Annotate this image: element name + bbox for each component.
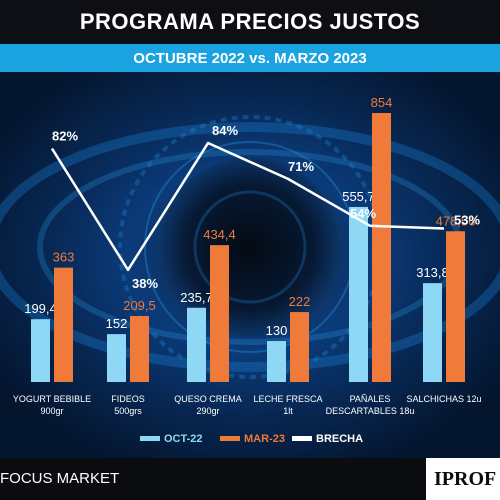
page-title: PROGRAMA PRECIOS JUSTOS bbox=[79, 9, 421, 34]
legend-brecha-label: BRECHA bbox=[316, 433, 363, 445]
category-label: QUESO CREMA bbox=[174, 394, 242, 404]
bar-mar23 bbox=[446, 231, 465, 382]
bar-oct22 bbox=[31, 319, 50, 382]
value-label-mar23: 434,4 bbox=[203, 227, 236, 242]
value-label-oct22: 199,4 bbox=[24, 301, 57, 316]
bar-oct22 bbox=[187, 307, 206, 382]
bar-mar23 bbox=[130, 316, 149, 382]
brecha-label: 82% bbox=[52, 129, 78, 144]
value-label-oct22: 130 bbox=[266, 323, 288, 338]
page-subtitle: OCTUBRE 2022 vs. MARZO 2023 bbox=[133, 49, 367, 67]
value-label-mar23: 222 bbox=[289, 294, 311, 309]
brecha-label: 54% bbox=[350, 206, 376, 221]
legend-brecha-swatch bbox=[292, 436, 312, 441]
value-label-oct22: 235,7 bbox=[180, 290, 213, 305]
eye-background bbox=[0, 72, 500, 458]
legend-mar23-label: MAR-23 bbox=[244, 433, 285, 445]
category-label: DESCARTABLES 18u bbox=[326, 406, 415, 416]
category-label: LECHE FRESCA bbox=[253, 394, 322, 404]
bar-mar23 bbox=[372, 112, 391, 383]
brecha-label: 38% bbox=[132, 276, 158, 291]
category-label: 500grs bbox=[114, 406, 142, 416]
value-label-mar23: 854 bbox=[371, 95, 393, 110]
category-label: YOGURT BEBIBLE bbox=[13, 394, 91, 404]
brand-logo: IPROF bbox=[426, 458, 500, 500]
title-bar: PROGRAMA PRECIOS JUSTOS bbox=[0, 0, 500, 44]
brecha-label: 53% bbox=[454, 213, 480, 228]
value-label-mar23: 363 bbox=[53, 250, 75, 265]
value-label-oct22: 313,8 bbox=[416, 265, 449, 280]
chart-area: 199,4 363 YOGURT BEBIBLE 900gr 152 209,5 FIDEO… bbox=[0, 72, 500, 458]
value-label-oct22: 152 bbox=[106, 316, 128, 331]
category-label: 900gr bbox=[40, 406, 63, 416]
source-label: FOCUS MARKET bbox=[0, 470, 120, 487]
category-label: 1lt bbox=[283, 406, 293, 416]
category-label: SALCHICHAS 12u bbox=[406, 394, 481, 404]
brecha-label: 71% bbox=[288, 159, 314, 174]
value-label-oct22: 555,7 bbox=[342, 189, 375, 204]
legend-oct22-label: OCT-22 bbox=[164, 433, 203, 445]
category-label: 290gr bbox=[196, 406, 219, 416]
bar-mar23 bbox=[290, 312, 309, 382]
value-label-mar23: 209,5 bbox=[123, 298, 156, 313]
footer: FOCUS MARKET IPROF bbox=[0, 458, 500, 500]
brand-text: IPROF bbox=[434, 467, 497, 490]
legend-mar23-swatch bbox=[220, 436, 240, 441]
legend-oct22-swatch bbox=[140, 436, 160, 441]
chart-plot: 199,4 363 YOGURT BEBIBLE 900gr 152 209,5 FIDEO… bbox=[13, 95, 482, 445]
bar-oct22 bbox=[423, 283, 442, 382]
category-label: PAÑALES bbox=[350, 394, 391, 404]
bar-oct22 bbox=[349, 206, 368, 382]
category-label: FIDEOS bbox=[111, 394, 145, 404]
bar-mar23 bbox=[54, 267, 73, 382]
bar-mar23 bbox=[210, 245, 229, 382]
brecha-label: 84% bbox=[212, 123, 238, 138]
value-label-mar23: 478,56 bbox=[436, 213, 476, 228]
bar-oct22 bbox=[107, 334, 126, 382]
brecha-line bbox=[50, 141, 445, 272]
bar-oct22 bbox=[267, 341, 286, 382]
subtitle-bar: OCTUBRE 2022 vs. MARZO 2023 bbox=[0, 44, 500, 72]
